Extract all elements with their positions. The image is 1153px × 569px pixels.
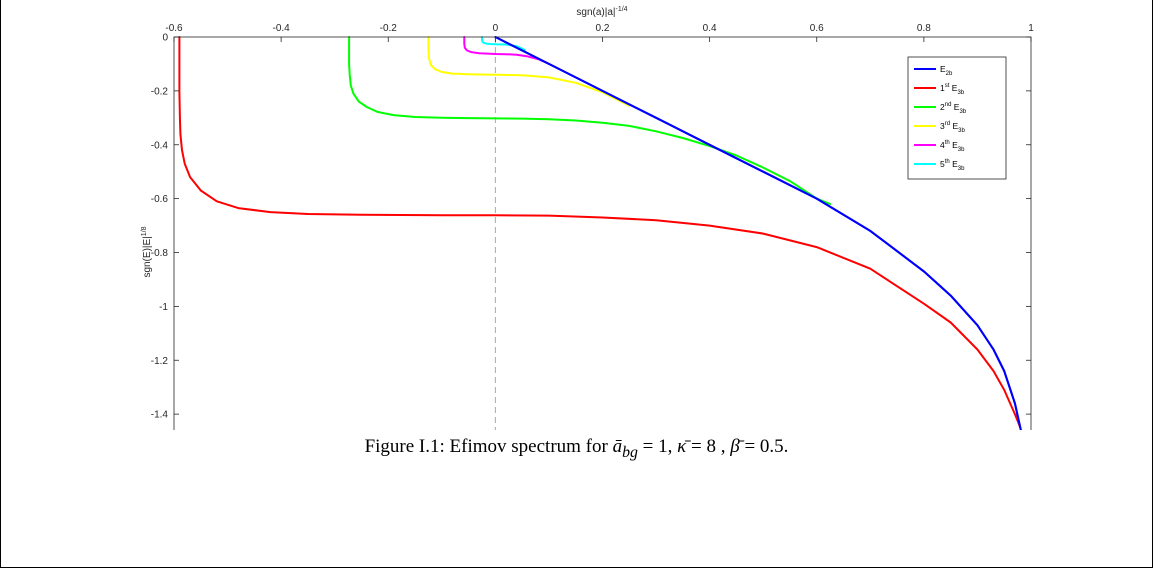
caption-prefix: Figure I.1: Efimov spectrum for [364, 436, 613, 457]
y-axis-label-exponent: 1/8 [141, 226, 148, 236]
x-axis-label: sgn(a)|a|-1/4 [576, 6, 627, 18]
series-line-2 [178, 36, 1022, 429]
y-ticks: 0-0.2-0.4-0.6-0.8-1-1.2-1.4-1.6 [151, 33, 1031, 421]
y-tick-label: -1.4 [151, 410, 169, 421]
y-axis-label: sgn(E)|E|1/8 [141, 226, 153, 277]
caption-eq2: = 8 , [686, 436, 731, 457]
figure-caption: Figure I.1: Efimov spectrum for ābg = 1,… [0, 436, 1153, 462]
series-line-4 [427, 36, 631, 107]
x-axis-label-exponent: -1/4 [616, 6, 628, 13]
caption-beta: β̄ [730, 436, 740, 457]
x-axis-label-base: sgn(a)|a| [576, 7, 615, 18]
y-tick-label: -0.2 [151, 86, 169, 97]
x-ticks: -0.6 -0.4 -0.2 0 0.2 0.4 0.6 0.8 1 [165, 23, 1034, 42]
x-tick-label: 0 [493, 23, 499, 34]
legend-entry: 3rd E3b [940, 121, 965, 134]
y-tick-label: -1.2 [151, 356, 169, 367]
caption-abg: ā [612, 436, 623, 457]
y-tick-label: 0 [162, 33, 168, 44]
legend-entry: 2nd E3b [940, 102, 967, 115]
x-tick-label: 0.4 [703, 23, 717, 34]
plot-area [174, 37, 1031, 430]
y-tick-label: -0.8 [151, 248, 169, 259]
x-tick-label: -0.6 [165, 23, 183, 34]
legend-entry: 4th E3b [940, 140, 965, 153]
legend: E2b 1st E3b 2nd E3b 3rd E3b 4th E3b 5th E3b [907, 56, 1007, 180]
x-tick-label: 0.8 [917, 23, 931, 34]
legend-entry: E2b [940, 64, 953, 77]
series-line-1-overlay [494, 36, 1022, 430]
y-tick-label: -0.4 [151, 140, 169, 151]
y-tick-label: -1 [159, 302, 168, 313]
x-tick-label: 1 [1028, 23, 1034, 34]
y-axis-label-base: sgn(E)|E| [142, 236, 153, 277]
series-line-5 [463, 36, 550, 65]
x-tick-label: -0.2 [380, 23, 398, 34]
caption-eq1: = 1, [637, 436, 678, 457]
x-tick-label: -0.4 [273, 23, 291, 34]
x-tick-label: 0.6 [810, 23, 824, 34]
caption-abg-subscript: bg [622, 443, 638, 461]
y-tick-label: -0.6 [151, 194, 169, 205]
series-line-3 [348, 36, 832, 205]
legend-box [907, 56, 1007, 180]
legend-entry: 1st E3b [940, 83, 965, 96]
x-tick-label: 0.2 [596, 23, 610, 34]
series-layer [178, 36, 1022, 430]
caption-kappa: κ̄ [677, 436, 687, 457]
caption-eq3: = 0.5. [739, 436, 789, 457]
efimov-spectrum-chart: -0.6 -0.4 -0.2 0 0.2 0.4 0.6 0.8 1 0-0.2-0.4-0.6… [141, 6, 1034, 430]
legend-entry: 5th E3b [940, 159, 965, 172]
